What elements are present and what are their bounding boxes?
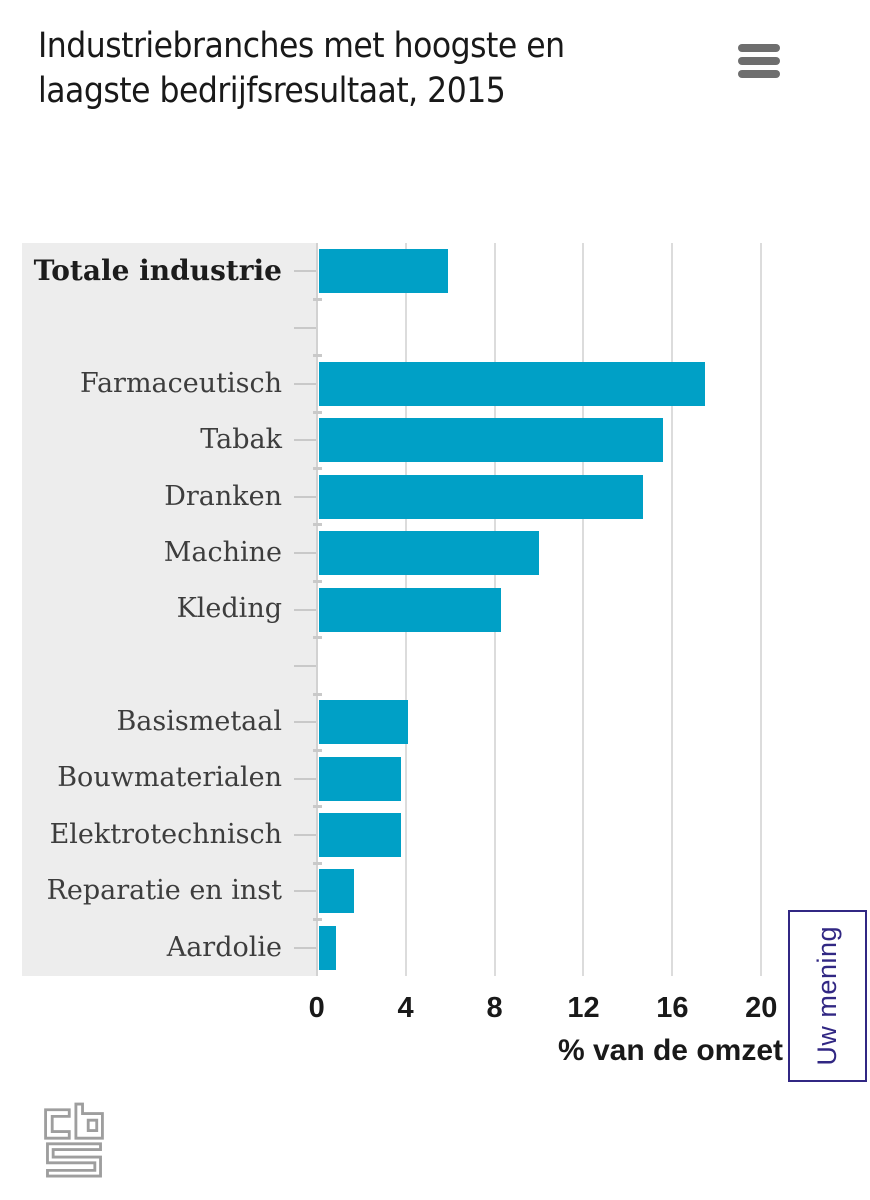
category-tick: [293, 495, 316, 498]
category-boundary-tick: [312, 861, 322, 865]
category-boundary-tick: [312, 410, 322, 414]
category-tick: [293, 326, 316, 329]
feedback-button-label: Uw mening: [812, 926, 842, 1066]
bar-kleding[interactable]: [318, 587, 501, 632]
bar-elektrotechnisch[interactable]: [318, 813, 401, 858]
category-tick: [293, 552, 316, 555]
category-boundary-tick: [312, 523, 322, 527]
page-title: Industriebranches met hoogste en laagste…: [38, 24, 565, 114]
category-boundary-tick: [312, 467, 322, 471]
category-label: Kleding: [176, 593, 282, 625]
feedback-button[interactable]: Uw mening: [788, 910, 867, 1082]
bar-machine[interactable]: [318, 531, 539, 576]
x-axis-tick-label: 16: [656, 992, 689, 1024]
bar-basismetaal[interactable]: [318, 700, 408, 745]
category-tick: [293, 777, 316, 780]
category-boundary-tick: [312, 579, 322, 583]
category-tick: [293, 439, 316, 442]
category-tick: [293, 608, 316, 611]
page-title-line1: Industriebranches met hoogste en: [38, 26, 565, 66]
x-axis-tick-label: 4: [397, 992, 414, 1024]
y-axis-line: [315, 243, 318, 976]
category-boundary-tick: [312, 297, 322, 301]
category-boundary-tick: [312, 805, 322, 809]
x-axis-title: % van de omzet: [557, 1034, 783, 1067]
category-label: Basismetaal: [116, 706, 282, 738]
category-tick: [293, 270, 316, 273]
category-label: Reparatie en inst: [46, 875, 282, 907]
bar-tabak[interactable]: [318, 418, 664, 463]
bar-aardolie[interactable]: [318, 925, 337, 970]
category-tick: [293, 946, 316, 949]
hamburger-menu-button[interactable]: [738, 44, 780, 80]
hamburger-icon: [738, 44, 780, 52]
gridline: [671, 243, 674, 976]
category-label: Farmaceutisch: [80, 367, 282, 399]
gridline: [760, 243, 763, 976]
category-label: Totale industrie: [33, 254, 282, 287]
category-boundary-tick: [312, 636, 322, 640]
gridline: [582, 243, 585, 976]
x-axis-tick-label: 12: [567, 992, 600, 1024]
bar-farmaceutisch[interactable]: [318, 361, 706, 406]
x-axis-tick-label: 20: [745, 992, 778, 1024]
category-label: Tabak: [200, 424, 282, 456]
category-boundary-tick: [312, 748, 322, 752]
bar-reparatie-en-inst[interactable]: [318, 869, 355, 914]
page-title-line2: laagste bedrijfsresultaat, 2015: [38, 71, 506, 111]
category-tick: [293, 890, 316, 893]
category-label-panel: [22, 243, 316, 976]
x-axis-tick-label: 0: [308, 992, 325, 1024]
bar-bouwmaterialen[interactable]: [318, 756, 401, 801]
category-label: Dranken: [164, 480, 282, 512]
category-boundary-tick: [312, 918, 322, 922]
bar-dranken[interactable]: [318, 474, 644, 519]
cbs-logo: [38, 1100, 110, 1187]
category-tick: [293, 664, 316, 667]
category-label: Elektrotechnisch: [49, 818, 282, 850]
category-label: Aardolie: [166, 931, 282, 963]
bar-totale-industrie[interactable]: [318, 249, 448, 294]
category-label: Bouwmaterialen: [57, 762, 282, 794]
category-tick: [293, 834, 316, 837]
category-tick: [293, 721, 316, 724]
category-tick: [293, 382, 316, 385]
category-boundary-tick: [312, 692, 322, 696]
x-axis-tick-label: 8: [486, 992, 503, 1024]
category-boundary-tick: [312, 354, 322, 358]
category-label: Machine: [163, 536, 282, 568]
